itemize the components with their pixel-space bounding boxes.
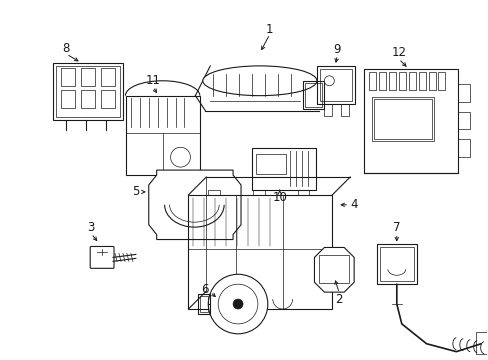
Bar xyxy=(101,68,115,86)
Bar xyxy=(319,255,348,283)
Bar xyxy=(427,72,435,90)
Bar xyxy=(53,63,122,121)
Bar xyxy=(317,66,354,104)
Bar xyxy=(457,139,469,157)
Bar xyxy=(398,72,405,90)
Circle shape xyxy=(324,76,334,86)
Polygon shape xyxy=(148,170,241,239)
Bar xyxy=(304,83,322,107)
Bar xyxy=(302,81,324,109)
Bar xyxy=(200,296,208,312)
Text: 6: 6 xyxy=(201,283,209,296)
Circle shape xyxy=(208,274,267,334)
Text: 5: 5 xyxy=(132,185,139,198)
Bar xyxy=(378,72,385,90)
Bar xyxy=(373,99,431,139)
Text: 8: 8 xyxy=(62,41,70,54)
Bar xyxy=(320,69,351,100)
Bar xyxy=(198,294,210,314)
Bar xyxy=(252,190,264,195)
Bar xyxy=(81,68,95,86)
Bar xyxy=(475,332,488,354)
Bar xyxy=(457,84,469,102)
Circle shape xyxy=(233,299,243,309)
Text: 9: 9 xyxy=(333,42,340,55)
Text: 2: 2 xyxy=(335,293,342,306)
Bar xyxy=(324,104,332,116)
Bar xyxy=(208,190,220,195)
Text: 4: 4 xyxy=(350,198,357,211)
Bar xyxy=(61,90,75,108)
Bar xyxy=(126,96,200,175)
Bar xyxy=(56,66,120,117)
Text: 7: 7 xyxy=(392,221,400,234)
Bar xyxy=(438,72,445,90)
Polygon shape xyxy=(314,247,353,292)
Text: 3: 3 xyxy=(87,221,95,234)
Bar xyxy=(418,72,425,90)
Text: 11: 11 xyxy=(145,74,160,87)
Bar xyxy=(188,195,332,309)
Bar xyxy=(388,72,395,90)
Bar xyxy=(341,104,348,116)
Bar xyxy=(408,72,415,90)
Bar xyxy=(457,112,469,129)
Bar xyxy=(61,68,75,86)
Bar xyxy=(368,72,375,90)
Bar xyxy=(297,190,309,195)
Text: 1: 1 xyxy=(265,23,273,36)
Bar xyxy=(81,90,95,108)
Text: 10: 10 xyxy=(272,192,286,204)
Ellipse shape xyxy=(203,66,316,96)
Text: 12: 12 xyxy=(390,46,406,59)
Bar xyxy=(101,90,115,108)
Bar xyxy=(379,247,413,281)
Bar xyxy=(376,244,416,284)
Circle shape xyxy=(170,147,190,167)
Bar xyxy=(255,154,285,174)
Bar xyxy=(364,69,457,173)
Bar xyxy=(371,96,433,141)
Bar xyxy=(251,148,316,190)
FancyBboxPatch shape xyxy=(90,247,114,268)
Circle shape xyxy=(218,284,257,324)
